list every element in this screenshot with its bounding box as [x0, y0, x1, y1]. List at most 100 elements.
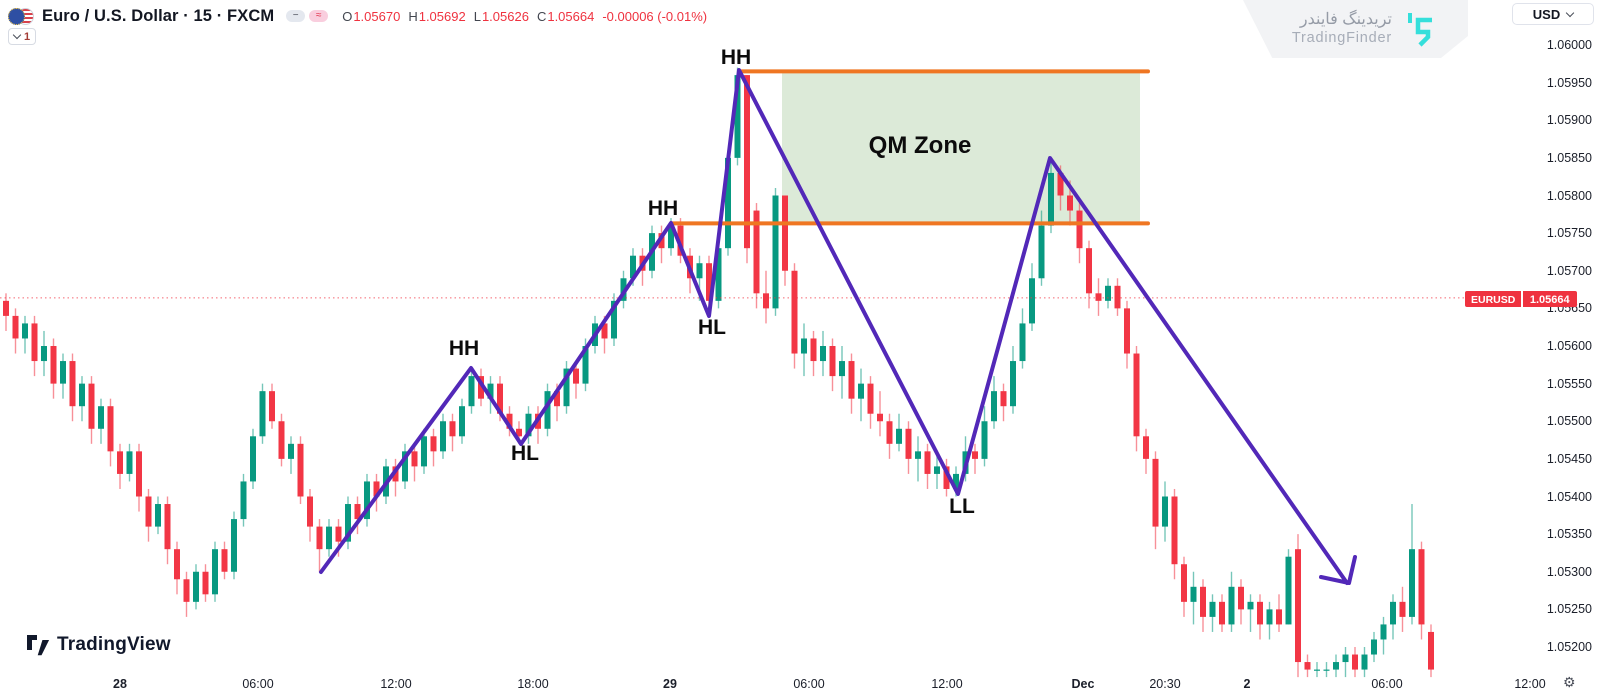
candle-down	[335, 526, 342, 542]
price-tag-symbol: EURUSD	[1465, 291, 1522, 307]
candle-up	[240, 481, 247, 520]
candle-up	[421, 436, 427, 467]
currency-label: USD	[1532, 6, 1561, 22]
tradingview-logo-icon	[27, 634, 50, 655]
high-value: 1.05692	[418, 8, 466, 24]
candle-up	[468, 376, 475, 407]
candle-down	[829, 346, 836, 377]
candle-down	[1076, 210, 1083, 249]
swing-label-ll: LL	[949, 495, 975, 518]
currency-dropdown[interactable]: USD	[1512, 3, 1594, 25]
open-value: 1.05670	[353, 8, 401, 24]
eurusd-pair-icon	[8, 7, 35, 26]
candle-down	[297, 443, 304, 497]
candle-up	[22, 323, 28, 339]
candle-up	[934, 466, 940, 474]
candle-up	[1162, 496, 1168, 527]
candle-up	[563, 368, 570, 407]
candle-down	[1295, 549, 1301, 663]
candle-up	[725, 157, 731, 249]
price-axis-label: 1.05550	[1546, 376, 1592, 391]
candle-up	[126, 451, 133, 474]
candle-up	[820, 346, 826, 362]
candle-down	[307, 496, 313, 527]
candle-down	[1067, 195, 1073, 211]
collapse-count: 1	[24, 30, 31, 43]
time-axis-label: 12:00	[931, 677, 963, 691]
price-axis-label: 1.05400	[1546, 489, 1592, 504]
candle-up	[544, 391, 551, 429]
candle-down	[69, 361, 76, 407]
low-label: L	[473, 8, 481, 24]
time-axis-label: 06:00	[242, 677, 274, 691]
candle-down	[174, 549, 180, 580]
candle-up	[1285, 556, 1292, 625]
candle-down	[1276, 609, 1282, 625]
price-axis-label: 1.05850	[1546, 150, 1592, 165]
candle-up	[41, 346, 47, 362]
candle-down	[677, 225, 684, 256]
candle-down	[183, 579, 190, 602]
candle-down	[1418, 549, 1425, 625]
time-axis-label: Dec	[1071, 677, 1095, 691]
candle-up	[440, 421, 446, 452]
candle-up	[915, 451, 921, 459]
time-axis-label: 12:00	[380, 677, 412, 691]
eur-flag-icon	[8, 7, 25, 25]
candle-up	[1371, 639, 1377, 655]
price-axis-label: 1.05750	[1546, 226, 1592, 241]
candle-up	[715, 248, 722, 301]
candle-up	[364, 481, 370, 520]
candle-down	[50, 346, 57, 384]
time-axis-label: 20:30	[1149, 677, 1181, 691]
tradingview-logo[interactable]: TradingView	[27, 634, 171, 656]
candle-down	[478, 376, 484, 399]
symbol-title[interactable]: Euro / U.S. Dollar · 15 · FXCM	[42, 6, 275, 25]
candle-down	[753, 210, 760, 294]
hide-indicator-pill[interactable]: −	[286, 10, 306, 22]
approx-indicator-pill[interactable]: ≈	[309, 10, 329, 22]
candle-down	[1181, 564, 1187, 602]
candle-down	[1000, 391, 1007, 407]
candle-down	[373, 481, 380, 497]
swing-label-hh: HH	[449, 337, 479, 360]
candle-up	[1266, 609, 1273, 625]
candle-down	[658, 233, 665, 249]
candle-up	[1323, 669, 1330, 671]
candle-down	[497, 383, 503, 414]
candle-down	[88, 383, 95, 429]
timezone-settings-icon[interactable]: ⚙	[1563, 674, 1576, 690]
zigzag-trendline[interactable]	[319, 68, 1349, 585]
swing-label-hl: HL	[511, 442, 539, 465]
price-axis-label: 1.05700	[1546, 263, 1592, 278]
candle-down	[136, 451, 142, 497]
chart-header: Euro / U.S. Dollar · 15 · FXCM − ≈ O 1.05…	[8, 4, 707, 28]
time-axis[interactable]: ⚙ 28 06:00 12:00 18:00 29 06:00 12:00 Dec 20:30 2…	[0, 668, 1600, 700]
close-label: C	[536, 8, 547, 24]
candle-down	[164, 504, 171, 550]
candle-down	[516, 428, 522, 437]
change-value: -0.00006 (-0.01%)	[602, 8, 708, 24]
qm-zone-label: QM Zone	[869, 132, 972, 159]
arrowhead	[1319, 555, 1357, 585]
candle-up	[1209, 601, 1216, 617]
candle-down	[316, 526, 323, 550]
candle-up	[1029, 278, 1035, 324]
pane-collapse-button[interactable]: 1	[8, 28, 37, 45]
candle-down	[117, 451, 123, 474]
price-axis-label: 1.05250	[1546, 602, 1592, 617]
candle-up	[981, 421, 988, 459]
candle-up	[231, 519, 237, 572]
last-price-tag[interactable]: EURUSD 1.05664	[1465, 291, 1577, 307]
watermark-farsi-text: تریدینگ فایندر	[1299, 11, 1392, 29]
qm-zone-rect	[782, 72, 1140, 222]
candle-up	[345, 504, 351, 542]
swing-label-hl: HL	[698, 316, 726, 339]
swing-label-hh: HH	[648, 197, 678, 220]
candle-up	[582, 346, 589, 384]
candle-down	[1257, 601, 1263, 625]
candle-up	[839, 361, 845, 377]
price-axis[interactable]: 1.06000 1.05950 1.05900 1.05850 1.05800 1.057…	[1505, 0, 1600, 668]
candle-up	[60, 361, 66, 384]
